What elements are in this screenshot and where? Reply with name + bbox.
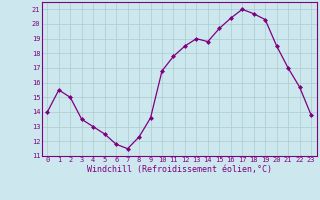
X-axis label: Windchill (Refroidissement éolien,°C): Windchill (Refroidissement éolien,°C)	[87, 165, 272, 174]
